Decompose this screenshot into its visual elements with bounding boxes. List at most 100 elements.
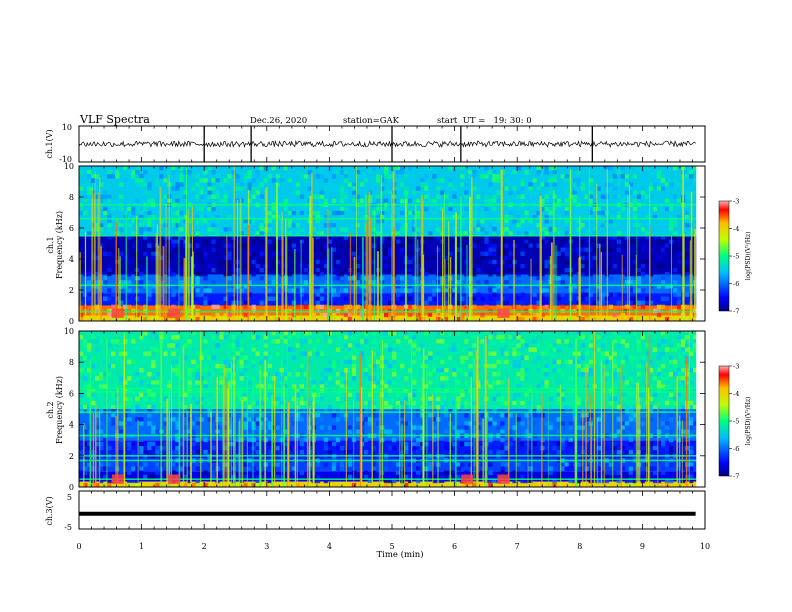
spectrogram-cell [632,372,638,377]
spectrogram-cell [223,335,228,340]
spectrogram-cell [179,376,184,381]
spectrogram-cell [147,214,152,220]
spectrogram-cell [327,170,333,175]
spectrogram-cell [275,421,280,426]
spectrogram-cell [592,263,597,269]
spectrogram-cell [432,312,437,318]
spectrogram-cell [628,466,634,471]
spectrogram-cell [255,312,260,318]
spectrogram-cell [452,198,457,204]
spectrogram-cell [692,396,698,402]
spectrogram-cell [271,355,276,361]
spectrogram-cell [652,450,658,455]
sferic [239,198,242,321]
spectrogram-cell [660,239,666,244]
spectrogram-cell [432,417,437,422]
sferic [380,174,383,321]
spectrogram-cell [195,182,200,187]
sferic [252,377,254,487]
spectrogram-cell [652,235,658,240]
spectrogram-cell [323,186,329,191]
sferic [681,420,683,487]
sferic [513,239,516,321]
spectrogram-cell [247,247,252,252]
spectrogram-cell [319,170,325,175]
spectrogram-cell [500,351,505,356]
spectrogram-cell [520,178,525,183]
spectrogram-cell [524,363,529,369]
spectrogram-cell [652,404,658,410]
sferic [166,398,169,487]
spectrogram-cell [520,372,525,377]
spectrogram-cell [271,178,276,183]
spectrogram-cell [480,396,485,402]
spectrogram-cell [412,182,417,187]
spectrogram-cell [544,170,549,175]
sferic [417,239,419,321]
spectrogram-cell [500,396,505,402]
spectrogram-cell [620,376,626,381]
spectrogram-cell [283,413,288,418]
spectrogram-cell [215,219,220,224]
spectrogram-cell [115,276,120,281]
spectrogram-cell [600,367,605,373]
spectrogram-cell [656,466,662,471]
spectrogram-cell [171,292,176,297]
spectrogram-cell [492,198,497,204]
spectrogram-cell [608,396,614,402]
spectrogram-cell [464,194,469,199]
spectrogram-cell [624,478,630,484]
spectrogram-cell [107,462,112,467]
spectrogram-cell [195,380,200,385]
sferic [444,258,446,321]
spectrogram-cell [392,367,397,373]
spectrogram-cell [492,441,497,447]
spectrogram-cell [596,335,601,340]
spectrogram-cell [159,276,164,281]
spectrogram-cell [456,466,461,471]
spectrogram-cell [327,388,333,393]
spectrogram-cell [624,413,630,418]
spectrogram-cell [299,388,305,393]
spectrogram-cell [648,404,654,410]
spectrogram-cell [99,376,104,381]
spectrogram-cell [412,388,417,393]
spectrogram-cell [123,388,128,393]
spectrogram-cell [327,376,333,381]
spectrogram-cell [516,304,521,310]
spectrogram-cell [207,263,212,269]
spectrogram-cell [251,417,256,422]
spectrogram-cell [652,478,658,484]
spectrogram-cell [147,288,152,293]
spectrogram-cell [632,417,638,422]
spectrogram-cell [151,190,156,195]
spectrogram-cell [408,421,413,426]
spectrogram-cell [319,288,325,293]
spectrogram-cell [408,210,413,216]
spectrogram-cell [323,409,329,414]
spectrogram-cell [287,223,292,228]
spectrogram-cell [408,223,413,228]
spectrogram-cell [420,482,425,488]
spectrogram-cell [396,347,401,352]
spectrogram-cell [580,239,585,244]
spectrogram-cell [287,335,292,340]
sferic [84,231,87,321]
spectrogram-cell [444,288,449,293]
spectrogram-cell [548,186,553,191]
spectrogram-cell [444,409,449,414]
sferic [186,410,188,487]
spectrogram-cell [536,272,541,277]
spectrogram-cell [400,413,405,418]
spectrogram-cell [440,376,445,381]
spectrogram-cell [428,351,433,356]
spectrogram-line [79,478,705,480]
spectrogram-cell [259,239,264,244]
spectrogram-cell [584,272,589,277]
spectrogram-cell [580,343,585,348]
spectrogram-cell [131,466,136,471]
spectrogram-cell [688,331,694,336]
spectrogram-cell [588,182,593,187]
spectrogram-cell [127,400,132,406]
